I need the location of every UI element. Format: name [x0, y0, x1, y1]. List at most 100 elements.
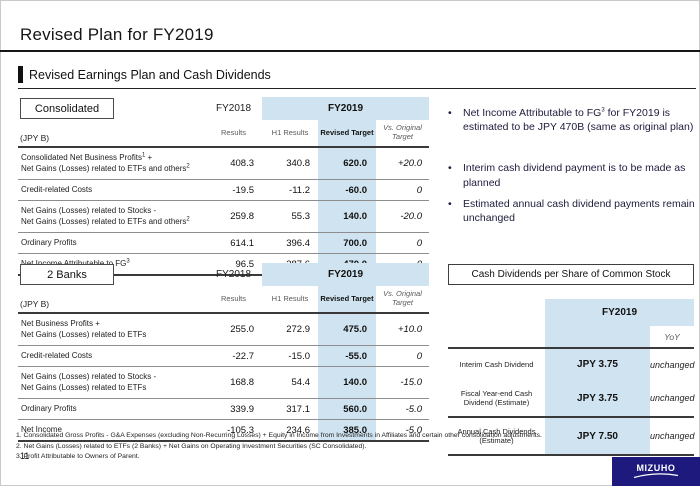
footnote-ref: 2 — [186, 215, 190, 222]
cell-h1-results: 317.1 — [286, 403, 310, 415]
results-col-header: Results — [220, 293, 246, 303]
cell-revised-target: -55.0 — [318, 346, 376, 366]
h1-results-col-header: H1 Results — [271, 127, 309, 137]
cell-h1-results: 234.6 — [286, 424, 310, 436]
cell-revised-target: 475.0 — [318, 314, 376, 345]
title-rule — [0, 50, 700, 52]
cell-h1-results: 55.3 — [291, 211, 311, 222]
cell-vs-original: 0 — [416, 237, 422, 249]
fy2018-header: FY2018 — [215, 269, 252, 280]
row-label: Credit-related Costs — [21, 184, 93, 194]
two-banks-table: 2 Banks FY2018 FY2019 (JPY B) Results H1… — [18, 263, 429, 442]
cell-dividend-value: JPY 3.75 — [545, 349, 650, 380]
row-label: Net Business Profits + — [21, 319, 100, 329]
footnote-ref: 1 — [141, 152, 146, 159]
fy2019-header: FY2019 — [327, 269, 364, 280]
cell-h1-results: 54.4 — [291, 377, 311, 388]
two-banks-badge: 2 Banks — [20, 264, 114, 285]
footnotes: 1. Consolidated Gross Profits - G&A Expe… — [16, 431, 696, 463]
row-label: Fiscal Year-end Cash Dividend (Estimate) — [460, 388, 533, 407]
row-label: Ordinary Profits — [21, 237, 77, 247]
footnote: 1. Consolidated Gross Profits - G&A Expe… — [16, 432, 542, 439]
unit-label: (JPY B) — [20, 133, 50, 143]
row-label: Credit-related Costs — [21, 350, 93, 360]
cell-h1-results: 396.4 — [286, 237, 310, 249]
logo-swoosh-icon — [633, 473, 679, 479]
fy2018-header: FY2018 — [215, 103, 252, 114]
cash-dividends-title: Cash Dividends per Share of Common Stock — [448, 264, 694, 285]
two-banks-header-row-1: 2 Banks FY2018 FY2019 — [18, 263, 429, 286]
consolidated-header-row-1: Consolidated FY2018 FY2019 — [18, 97, 429, 120]
cell-results: 408.3 — [230, 158, 254, 169]
section-header: Revised Earnings Plan and Cash Dividends — [18, 66, 271, 83]
table-row: Credit-related Costs -19.5 -11.2 -60.0 0 — [18, 180, 429, 201]
revised-target-col-header: Revised Target — [318, 286, 376, 312]
cell-revised-target: 140.0 — [318, 367, 376, 398]
table-row: Consolidated Net Business Profits1 + Net… — [18, 148, 429, 180]
footnote: 3. Profit Attributable to Owners of Pare… — [16, 453, 140, 461]
cell-vs-original: +10.0 — [397, 324, 422, 335]
bullet-icon: • — [448, 197, 452, 210]
cell-revised-target: 560.0 — [318, 399, 376, 419]
table-row: Net Gains (Losses) related to Stocks - N… — [18, 367, 429, 399]
section-accent-bar — [18, 66, 23, 83]
section-title: Revised Earnings Plan and Cash Dividends — [29, 67, 271, 82]
cell-results: -19.5 — [232, 184, 254, 196]
bullet-icon: • — [448, 162, 452, 175]
cell-yoy: unchanged — [650, 431, 695, 441]
footnote-ref: 3 — [126, 258, 130, 265]
unit-label: (JPY B) — [20, 299, 50, 309]
key-points-list: • Net Income Attributable to FG3 for FY2… — [448, 106, 698, 225]
cell-revised-target: -60.0 — [318, 180, 376, 200]
row-label: Consolidated Net Business Profits — [21, 153, 142, 163]
list-item: • Estimated annual cash dividend payment… — [448, 197, 695, 224]
cell-dividend-value: JPY 3.75 — [545, 380, 650, 416]
bullet-icon: • — [448, 107, 452, 119]
cell-vs-original: 0 — [416, 350, 422, 362]
cell-revised-target: 700.0 — [318, 233, 376, 253]
cell-vs-original: +20.0 — [397, 158, 422, 169]
cash-dividends-panel: Cash Dividends per Share of Common Stock… — [448, 264, 695, 456]
vs-original-col-header: Vs. Original Target — [383, 123, 422, 141]
table-row: Net Gains (Losses) related to Stocks - N… — [18, 201, 429, 233]
page-title: Revised Plan for FY2019 — [20, 25, 214, 44]
table-row: Fiscal Year-end Cash Dividend (Estimate)… — [448, 380, 695, 418]
cell-revised-target: 620.0 — [318, 148, 376, 179]
cell-h1-results: -15.0 — [288, 350, 310, 362]
cash-dividends-table: FY2019 YoY Interim Cash Dividend JPY 3.7… — [448, 299, 695, 456]
row-label: Ordinary Profits — [21, 403, 77, 413]
cell-revised-target: 140.0 — [318, 201, 376, 232]
h1-results-col-header: H1 Results — [271, 293, 309, 303]
row-label: Interim Cash Dividend — [459, 359, 534, 369]
results-col-header: Results — [220, 127, 246, 137]
consolidated-table: Consolidated FY2018 FY2019 (JPY B) Resul… — [18, 97, 429, 276]
two-banks-header-row-2: (JPY B) Results H1 Results Revised Targe… — [18, 286, 429, 314]
row-label: Net Income — [21, 424, 62, 434]
table-row: Net Income -105.3 234.6 385.0 -5.0 — [18, 420, 429, 442]
cell-vs-original: 0 — [416, 184, 422, 196]
cell-dividend-value: JPY 7.50 — [545, 418, 650, 454]
fy2019-header: FY2019 — [601, 307, 638, 318]
table-row: Net Business Profits + Net Gains (Losses… — [18, 314, 429, 346]
cell-yoy: unchanged — [650, 359, 695, 370]
cell-h1-results: 272.9 — [286, 324, 310, 335]
cell-results: 614.1 — [230, 237, 254, 249]
cell-results: 168.8 — [230, 377, 254, 388]
cell-yoy: unchanged — [650, 393, 695, 403]
cell-h1-results: -11.2 — [289, 184, 310, 196]
cell-results: 255.0 — [230, 324, 254, 335]
table-row: Interim Cash Dividend JPY 3.75 unchanged — [448, 349, 695, 380]
mizuho-logo-text: MIZUHO — [636, 463, 676, 473]
fy2019-header: FY2019 — [327, 103, 364, 114]
cell-results: 259.8 — [230, 211, 254, 222]
cell-results: -22.7 — [232, 350, 254, 362]
row-label: Annual Cash Dividends (Estimate) — [457, 426, 536, 445]
list-item: • Interim cash dividend payment is to be… — [448, 162, 686, 189]
cell-vs-original: -20.0 — [400, 211, 422, 222]
table-row: Ordinary Profits 339.9 317.1 560.0 -5.0 — [18, 399, 429, 420]
cell-revised-target: 385.0 — [318, 420, 376, 440]
dividends-header-row-1: FY2019 — [448, 299, 694, 326]
table-row: Credit-related Costs -22.7 -15.0 -55.0 0 — [18, 346, 429, 367]
revised-target-col-header: Revised Target — [318, 120, 376, 146]
consolidated-header-row-2: (JPY B) Results H1 Results Revised Targe… — [18, 120, 429, 148]
